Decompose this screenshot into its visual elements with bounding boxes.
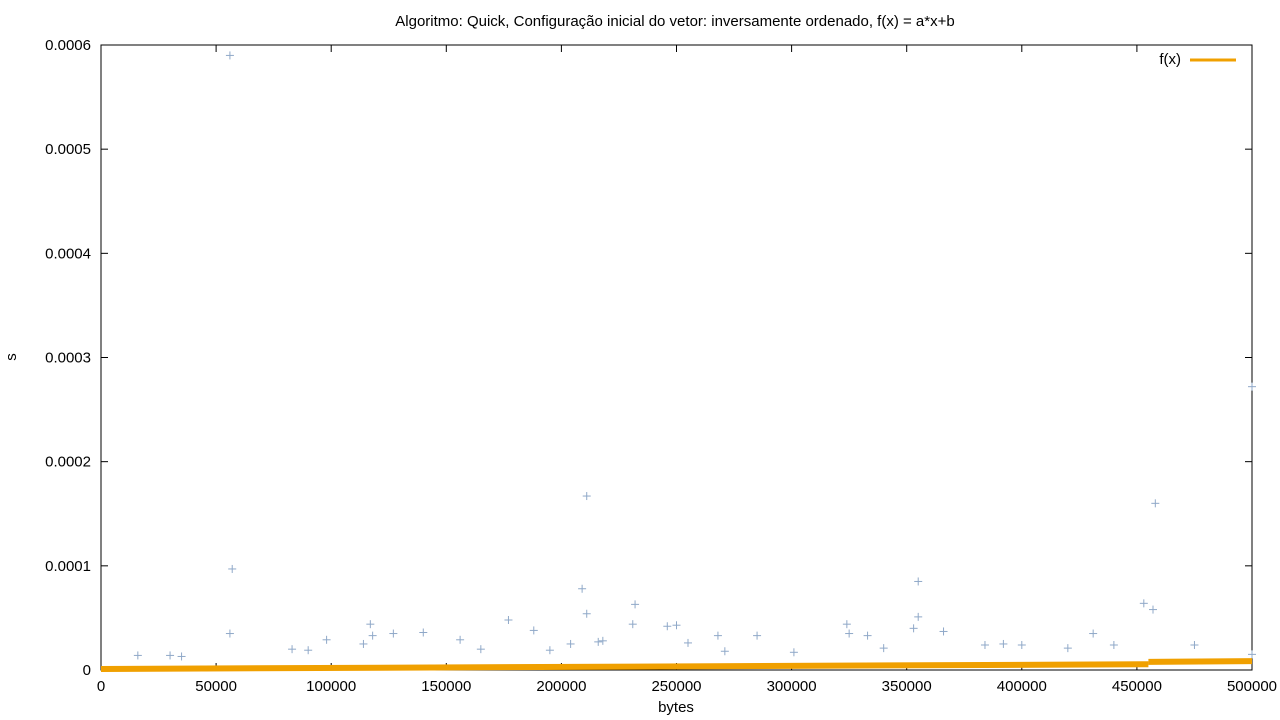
y-tick-label: 0 — [83, 662, 91, 679]
scatter-point — [1063, 644, 1072, 653]
scatter-point — [566, 639, 575, 648]
scatter-point — [1109, 641, 1118, 649]
x-tick-label: 100000 — [306, 678, 356, 695]
scatter-point — [228, 564, 237, 573]
scatter-point — [628, 620, 637, 629]
scatter-point — [545, 646, 554, 655]
scatter-point — [598, 636, 607, 645]
y-tick-label: 0.0001 — [45, 558, 91, 575]
y-tick-label: 0.0005 — [45, 141, 91, 158]
x-tick-label: 150000 — [421, 678, 471, 695]
scatter-point — [1190, 641, 1199, 649]
scatter-point — [1149, 605, 1158, 614]
y-tick-label: 0.0006 — [45, 37, 91, 54]
x-axis-label: bytes — [658, 699, 694, 716]
scatter-point — [456, 635, 465, 644]
x-tick-label: 50000 — [195, 678, 237, 695]
scatter-point — [842, 620, 851, 629]
x-tick-label: 300000 — [767, 678, 817, 695]
x-tick-label: 350000 — [882, 678, 932, 695]
scatter-point — [720, 647, 729, 656]
scatter-point — [389, 629, 398, 638]
scatter-point — [863, 631, 872, 640]
scatter-point — [177, 652, 186, 661]
scatter-point — [672, 621, 681, 630]
x-axis: 0 50000 100000 150000 200000 250000 300000 3500… — [97, 45, 1277, 695]
scatter-point — [133, 651, 142, 660]
scatter-point — [914, 612, 923, 621]
scatter-point — [594, 637, 603, 646]
scatter-point — [304, 646, 313, 655]
scatter-point — [225, 51, 234, 60]
scatter-point — [909, 624, 918, 633]
x-tick-label: 500000 — [1227, 678, 1277, 695]
scatter-point — [1248, 382, 1256, 391]
scatter-point — [419, 628, 428, 637]
fit-line — [100, 658, 1253, 672]
y-tick-label: 0.0004 — [45, 245, 91, 262]
scatter-point — [879, 644, 888, 653]
scatter-point — [753, 631, 762, 640]
scatter-point — [359, 639, 368, 648]
scatter-point — [322, 635, 331, 644]
scatter-point — [914, 577, 923, 586]
scatter-point — [476, 645, 485, 654]
x-tick-label: 0 — [97, 678, 105, 695]
scatter-point — [1248, 650, 1256, 659]
plot-area-border — [100, 44, 1253, 671]
scatter-point — [225, 629, 234, 638]
scatter-point — [939, 627, 948, 636]
scatter-point — [684, 638, 693, 647]
y-axis: 0 0.0001 0.0002 0.0003 0.0004 0.0005 0.0006 — [45, 37, 1252, 679]
scatter-point — [845, 629, 854, 638]
scatter-point — [288, 645, 297, 654]
y-tick-label: 0.0002 — [45, 454, 91, 471]
scatter-point — [1017, 641, 1026, 649]
scatter-point — [529, 626, 538, 635]
scatter-point — [368, 631, 377, 640]
y-tick-label: 0.0003 — [45, 350, 91, 367]
x-tick-label: 450000 — [1112, 678, 1162, 695]
scatter-point — [504, 616, 513, 624]
scatter-point — [663, 622, 672, 631]
scatter-point — [582, 492, 591, 501]
x-tick-label: 250000 — [651, 678, 701, 695]
legend-label-fx: f(x) — [1159, 51, 1181, 68]
chart-title: Algoritmo: Quick, Configuração inicial d… — [395, 13, 954, 30]
scatter-point — [366, 620, 375, 629]
scatter-point — [1151, 499, 1160, 508]
x-tick-label: 200000 — [536, 678, 586, 695]
scatter-point — [582, 609, 591, 618]
scatter-point — [980, 641, 989, 649]
fit-segment — [1148, 658, 1253, 665]
scatter-point — [578, 584, 587, 593]
scatter-point — [631, 600, 640, 609]
scatter-point — [713, 631, 722, 640]
scatter-points — [133, 51, 1256, 661]
scatter-point — [1139, 599, 1148, 608]
fit-segment — [100, 661, 1149, 672]
scatter-point — [166, 651, 175, 660]
scatter-point — [789, 648, 798, 657]
legend: f(x) — [1159, 51, 1236, 68]
scatter-point — [999, 639, 1008, 648]
scatter-point — [1089, 629, 1098, 638]
x-tick-label: 400000 — [997, 678, 1047, 695]
y-axis-label: s — [3, 353, 20, 361]
